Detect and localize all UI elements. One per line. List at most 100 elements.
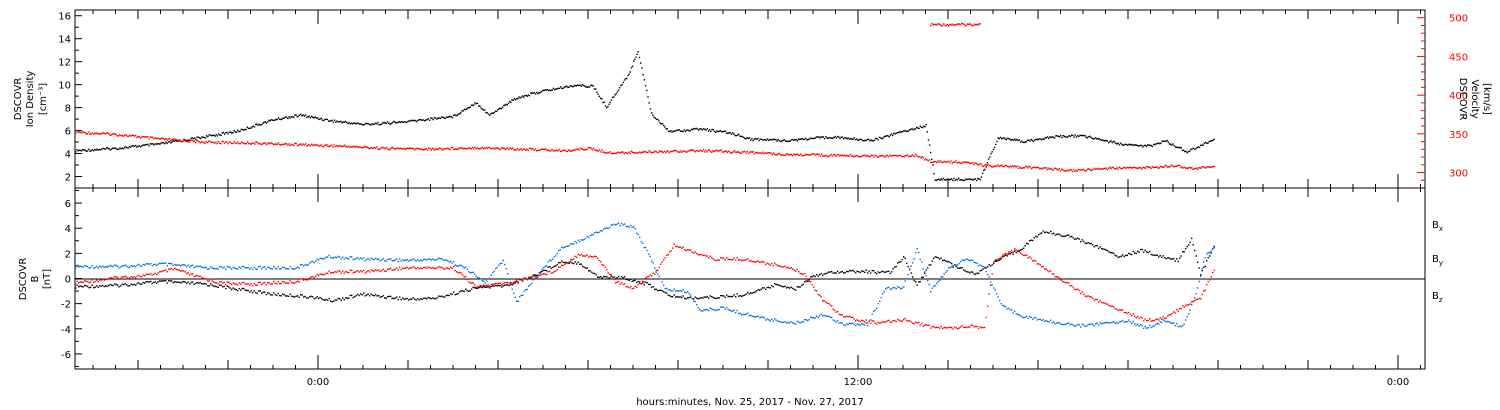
bz-point [918, 321, 920, 324]
bx-point [838, 272, 840, 274]
velocity-point [1092, 169, 1094, 171]
velocity-point [122, 135, 125, 137]
bz-point [604, 266, 606, 268]
velocity-point [521, 149, 524, 151]
velocity-point [956, 23, 958, 26]
bz-point [348, 271, 350, 274]
velocity-point [810, 154, 812, 156]
velocity-point [629, 152, 631, 155]
velocity-point [1083, 169, 1086, 172]
density-point [967, 178, 969, 180]
density-point [576, 84, 579, 86]
bx-point [204, 283, 206, 285]
velocity-point [954, 161, 956, 164]
bx-point [798, 286, 800, 288]
bx-point [1089, 242, 1091, 245]
bx-point [295, 295, 297, 297]
by-point [1107, 321, 1109, 324]
density-point [79, 149, 82, 152]
density-point [611, 96, 614, 99]
bz-point [832, 308, 834, 310]
bx-point [1098, 247, 1100, 249]
bz-point [760, 261, 762, 263]
density-point [364, 123, 366, 125]
velocity-point [922, 157, 924, 159]
velocity-point [544, 148, 546, 151]
bx-point [606, 276, 608, 278]
bx-point [895, 265, 897, 268]
bz-point [789, 267, 791, 270]
bz-point [301, 278, 303, 280]
density-point [764, 139, 766, 141]
density-point [253, 126, 256, 128]
velocity-point [734, 151, 737, 153]
by-point [378, 258, 380, 260]
by-point [1189, 309, 1191, 311]
density-point [166, 142, 168, 145]
bz-point [811, 283, 813, 286]
velocity-point [858, 156, 860, 158]
by-point [636, 232, 638, 234]
velocity-point [149, 136, 151, 138]
by-point [625, 225, 627, 228]
bz-point [898, 319, 900, 321]
by-point [133, 265, 135, 267]
by-point [1141, 325, 1143, 327]
by-point [456, 265, 458, 267]
velocity-point [799, 154, 801, 156]
velocity-point [516, 148, 519, 150]
bx-point [565, 261, 567, 264]
velocity-point [143, 136, 145, 138]
bx-point [711, 296, 713, 298]
bz-point [690, 249, 692, 251]
density-point [385, 122, 387, 125]
density-point [144, 144, 147, 146]
velocity-point [897, 155, 899, 157]
bx-point [1209, 255, 1211, 257]
velocity-point [985, 163, 987, 166]
by-point [1155, 323, 1157, 326]
density-point [271, 119, 274, 121]
density-point [1177, 146, 1179, 149]
density-point [549, 89, 551, 91]
density-point [337, 121, 339, 123]
density-point [447, 116, 449, 118]
bz-point [1090, 296, 1092, 298]
bx-point [241, 287, 243, 290]
bx-point [123, 283, 125, 286]
density-point [354, 122, 356, 124]
velocity-point [117, 135, 120, 137]
velocity-point [732, 151, 734, 153]
by-point [684, 291, 686, 293]
bx-point [261, 292, 263, 294]
density-point [1125, 143, 1128, 146]
by-point [856, 323, 858, 325]
bx-point [1012, 253, 1014, 255]
bx-point [91, 284, 93, 286]
by-point [657, 273, 659, 275]
density-point [630, 67, 633, 69]
bz-point [571, 259, 573, 261]
density-point [219, 134, 221, 136]
bx-point [630, 278, 632, 280]
bz-point [1212, 272, 1214, 274]
density-point [916, 126, 918, 129]
bfield-legend: Bx By Bz [1432, 220, 1443, 304]
density-point [1137, 145, 1139, 147]
velocity-point [239, 142, 241, 145]
by-point [1206, 253, 1208, 255]
density-point [500, 107, 503, 110]
bz-point [513, 281, 515, 283]
by-point [808, 318, 810, 321]
by-point [375, 257, 377, 260]
bz-point [952, 328, 954, 330]
density-point [1119, 142, 1122, 144]
bx-point [1165, 257, 1167, 260]
by-point [559, 249, 561, 251]
bz-point [274, 282, 276, 284]
velocity-point [903, 156, 905, 158]
bz-point [369, 271, 371, 273]
bz-point [120, 277, 122, 279]
by-point [891, 288, 893, 290]
velocity-point [817, 154, 819, 156]
